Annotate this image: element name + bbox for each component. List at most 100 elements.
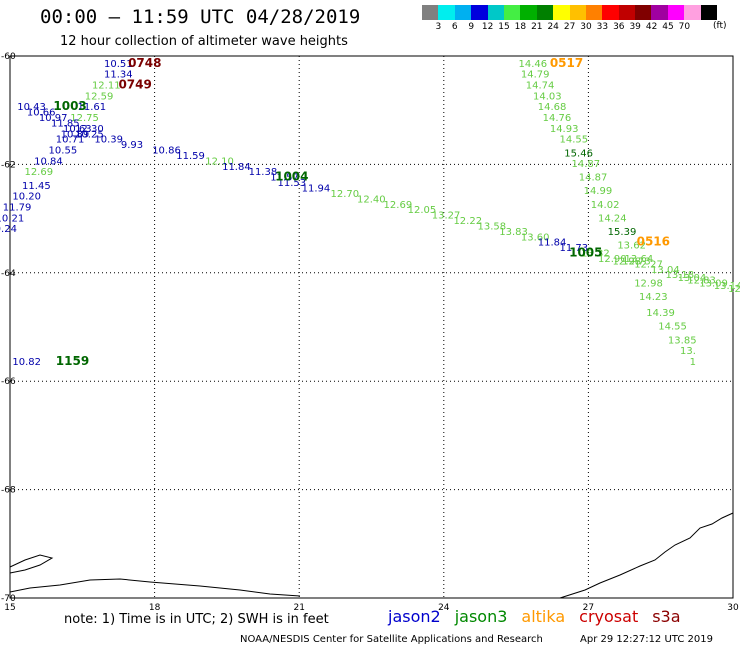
wave-height-point: 14.23 [639,292,668,303]
satellite-legend-jason3: jason3 [454,607,508,626]
x-tick-label: 30 [727,603,739,613]
y-tick-label: -62 [1,160,16,170]
wave-height-point: 13.85 [668,335,697,346]
credit-line: NOAA/NESDIS Center for Satellite Applica… [240,634,543,645]
x-tick-label: 18 [149,603,161,613]
wave-height-point: 13.62 [617,240,646,251]
wave-height-point: 13.58 [478,221,507,232]
wave-height-point: 15.46 [564,148,593,159]
satellite-legend: jason2 jason3 altika cryosat s3a [388,607,681,626]
wave-height-point: 13.14 [714,281,740,292]
wave-height-point: 10.71 [56,135,85,146]
color-scale-label: 21 [531,22,543,32]
wave-height-point: 10.43 [17,102,46,113]
color-scale-label: 24 [547,22,559,32]
color-scale-unit: (ft) [713,21,727,31]
color-scale-label: 70 [678,22,691,32]
color-swatch-16 [684,5,701,20]
color-scale-label: 15 [498,22,510,32]
color-swatch-3 [471,5,488,20]
wave-height-point: 10.82 [12,357,41,368]
wave-height-point: 11.38 [249,167,278,178]
wave-height-point: 10.84 [34,156,63,167]
coastline [559,512,734,599]
color-swatch-8 [553,5,570,20]
color-swatch-14 [651,5,668,20]
wave-height-point: 12.5 [728,284,740,295]
wave-height-point: 14.55 [559,135,588,146]
pass-time-label: 1005 [569,246,602,260]
wave-height-point: 12.59 [85,91,114,102]
pass-time-label: 1003 [53,99,86,113]
wave-height-point: 10.86 [152,146,181,157]
generation-timestamp: Apr 29 12:27:12 UTC 2019 [580,634,713,645]
wave-height-point: 11.84 [538,238,567,249]
wave-height-point: 12.70 [331,189,360,200]
wave-height-point: 12.11 [92,81,121,92]
satellite-legend-jason2: jason2 [388,607,441,626]
wave-height-point: 14.87 [579,173,608,184]
satellite-legend-cryosat: cryosat [579,607,639,626]
wave-height-point: 10.20 [12,192,41,203]
wave-height-point: 14.39 [646,308,675,319]
wave-height-point: 1 [690,357,696,368]
wave-height-point: 10.66 [27,108,56,119]
color-scale-labels: 3 6 9 12 15 18 21 24 27 30 33 36 39 42 45 70 [422,22,722,34]
color-swatch-4 [487,5,504,20]
wave-height-point: 10.39 [94,135,123,146]
color-swatch-11 [602,5,619,20]
wave-height-point: 10.21 [0,213,24,224]
color-swatch-12 [618,5,636,20]
coastline [9,578,301,597]
color-scale-label: 42 [645,22,658,32]
pass-time-label: 0748 [128,56,161,70]
wave-height-point: 12.40 [357,194,386,205]
x-tick-label: 21 [293,603,304,613]
pass-time-label: 0517 [550,56,583,70]
footer-note: note: 1) Time is in UTC; 2) SWH is in fe… [64,612,329,627]
satellite-legend-altika: altika [521,607,566,626]
wave-height-point: 10.24 [0,224,17,235]
wave-height-point: 11.94 [302,184,331,195]
wave-height-point: 14.55 [658,322,687,333]
color-swatch-2 [454,5,472,20]
wave-height-point: 13.32 [581,249,610,260]
color-scale-label: 36 [613,22,625,32]
wave-height-point: 14.03 [533,91,562,102]
wave-height-point: 13. [680,346,696,357]
wave-height-point: 11.73 [559,243,588,254]
y-tick-label: -70 [1,594,16,604]
wave-height-point: 14.93 [550,124,579,135]
color-scale-label: 6 [451,22,458,32]
wave-height-point: 12.69 [384,200,413,211]
wave-height-point: 14.79 [521,70,550,81]
wave-height-point: 10.89 [61,129,90,140]
color-scale-label: 3 [435,22,442,32]
satellite-legend-s3a: s3a [652,607,681,626]
wave-height-point: 11.84 [222,162,251,173]
wave-height-point: 14.46 [519,59,548,70]
color-scale-bar [422,5,718,20]
color-swatch-13 [635,5,652,20]
color-swatch-0 [422,5,439,20]
wave-height-point: 14.87 [572,159,601,170]
wave-height-point: 12.27 [634,259,663,270]
wave-height-point: 14.99 [584,186,613,197]
color-scale-label: 45 [662,22,674,32]
wave-height-point: 12.05 [408,205,437,216]
wave-height-point: 11.45 [22,181,51,192]
pass-time-label: 0516 [637,235,670,249]
wave-height-point: 13.04 [678,273,707,284]
pass-time-label: 0749 [118,78,151,92]
wave-height-point: 12.90 [598,254,627,265]
wave-height-point: 12.83 [687,276,716,287]
coastline [9,554,54,574]
wave-height-point: 14.24 [598,213,627,224]
wave-height-point: 12.73 [622,257,651,268]
y-tick-label: -60 [1,52,16,62]
wave-height-point: 11.79 [3,202,32,213]
wave-height-point: 10.63 [63,124,92,135]
wave-height-point: 10.97 [39,113,68,124]
wave-height-point: 14.76 [543,113,572,124]
color-swatch-7 [536,5,554,20]
